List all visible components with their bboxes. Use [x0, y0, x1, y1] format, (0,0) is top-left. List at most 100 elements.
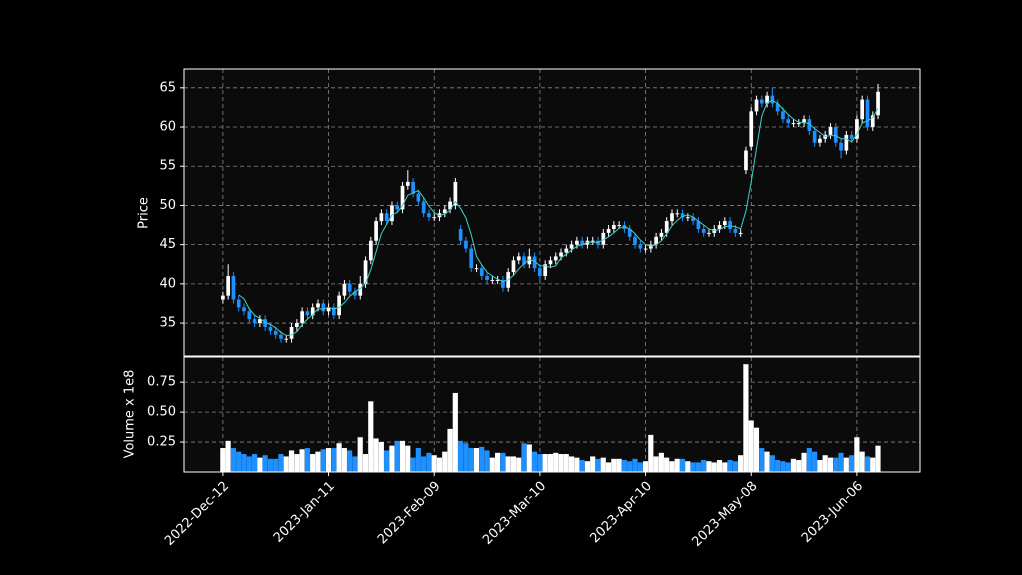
volume-bar: [553, 452, 559, 472]
volume-bar: [674, 458, 680, 472]
candle-body: [252, 319, 257, 324]
candle-body: [717, 225, 722, 229]
volume-bar: [859, 451, 865, 472]
candle-body: [374, 221, 378, 241]
volume-bar: [531, 451, 538, 472]
candle-body: [242, 307, 246, 312]
volume-bar: [753, 427, 760, 472]
volume-bar: [288, 450, 295, 472]
candle-body: [236, 299, 241, 308]
volume-bar: [389, 445, 395, 472]
volume-bar: [843, 457, 849, 472]
candle-body: [733, 228, 738, 233]
volume-bar: [283, 456, 289, 472]
x-tick-label: 2023-Feb-09: [375, 479, 444, 548]
candle-body: [675, 213, 680, 215]
candle-body: [411, 181, 415, 194]
candle-body: [691, 217, 695, 222]
candle-body: [807, 119, 812, 131]
y-tick-label: 35: [159, 316, 176, 331]
candle-body: [569, 244, 574, 249]
volume-bar: [251, 454, 258, 472]
volume-bar: [273, 458, 279, 472]
volume-bar: [563, 454, 569, 472]
volume-bar: [769, 455, 775, 472]
volume-bar: [473, 448, 480, 472]
candle-body: [490, 279, 495, 281]
candle-body: [522, 256, 526, 265]
volume-bar: [537, 454, 543, 472]
candle-body: [855, 119, 859, 139]
candle-body: [353, 291, 357, 296]
volume-frame: [183, 356, 921, 473]
candle-body: [368, 240, 373, 261]
volume-bar: [373, 438, 379, 472]
volume-bar: [304, 448, 310, 472]
candle-body: [654, 236, 658, 245]
candle-body: [453, 181, 458, 206]
candle-body: [295, 323, 299, 327]
volume-bar: [415, 448, 421, 472]
volume-bar: [452, 392, 458, 472]
volume-bar: [627, 461, 633, 472]
candle-body: [427, 213, 431, 218]
candle-body: [395, 205, 400, 210]
candle-body: [221, 295, 225, 300]
candle-body: [532, 256, 537, 269]
candle-body: [680, 213, 685, 218]
candle-body: [258, 319, 262, 324]
candle-body: [284, 338, 289, 340]
volume-bar: [257, 457, 263, 472]
y-tick-label: 55: [159, 159, 176, 174]
volume-bar: [468, 448, 474, 472]
candle-body: [749, 111, 754, 147]
volume-bar: [494, 452, 501, 472]
candle-body: [580, 240, 585, 245]
candle-body: [247, 311, 252, 320]
candle-body: [432, 217, 437, 219]
volume-bar: [679, 458, 686, 472]
volume-bar: [748, 420, 754, 472]
candle-body: [331, 307, 336, 316]
volume-bar: [431, 455, 437, 472]
volume-bar: [510, 456, 517, 472]
volume-bar: [722, 462, 728, 472]
candle-body: [289, 326, 294, 339]
candle-body: [738, 232, 743, 234]
candle-body: [659, 232, 664, 237]
volume-bar: [241, 454, 247, 472]
candle-body: [754, 99, 759, 112]
y-tick-label: 0.50: [147, 405, 176, 420]
candle-body: [511, 260, 516, 273]
candle-body: [860, 99, 865, 120]
volume-bar: [632, 458, 638, 472]
candle-body: [627, 228, 632, 237]
volume-bar: [685, 461, 691, 472]
candle-body: [744, 150, 748, 171]
candle-body: [326, 307, 331, 312]
volume-bar: [642, 461, 649, 472]
candle-body: [474, 268, 479, 270]
candle-body: [791, 123, 796, 125]
volume-bar: [600, 457, 606, 472]
volume-bar: [695, 462, 701, 472]
volume-bar: [320, 449, 326, 472]
moving-average: [238, 99, 879, 337]
candle-body: [538, 268, 542, 277]
candle-body: [849, 134, 854, 139]
candle-body: [310, 307, 315, 316]
candle-body: [696, 221, 701, 229]
y-tick-label: 45: [159, 237, 176, 252]
candle-body: [638, 244, 643, 249]
candle-body: [543, 264, 548, 277]
candle-body: [553, 256, 558, 261]
volume-bar: [410, 457, 416, 472]
volume-bar: [690, 462, 696, 472]
volume-bar: [505, 456, 511, 472]
y-tick-label: 40: [159, 276, 176, 291]
volume-bar: [315, 451, 321, 472]
volume-bar: [838, 452, 844, 472]
volume-bar: [812, 451, 818, 472]
candle-body: [268, 326, 273, 331]
